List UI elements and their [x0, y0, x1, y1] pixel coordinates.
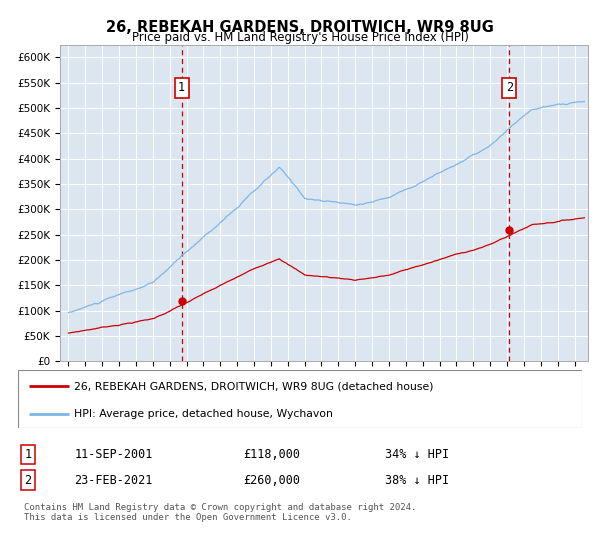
Text: 23-FEB-2021: 23-FEB-2021 — [74, 474, 153, 487]
Text: HPI: Average price, detached house, Wychavon: HPI: Average price, detached house, Wych… — [74, 409, 333, 419]
Text: 34% ↓ HPI: 34% ↓ HPI — [385, 448, 449, 461]
Text: £260,000: £260,000 — [244, 474, 301, 487]
Text: 2: 2 — [506, 81, 513, 94]
Text: £118,000: £118,000 — [244, 448, 301, 461]
Text: 1: 1 — [178, 81, 185, 94]
Text: 11-SEP-2001: 11-SEP-2001 — [74, 448, 153, 461]
Text: Contains HM Land Registry data © Crown copyright and database right 2024.
This d: Contains HM Land Registry data © Crown c… — [23, 503, 416, 522]
FancyBboxPatch shape — [18, 370, 582, 428]
Text: 1: 1 — [25, 448, 32, 461]
Text: 2: 2 — [25, 474, 32, 487]
Text: Price paid vs. HM Land Registry's House Price Index (HPI): Price paid vs. HM Land Registry's House … — [131, 31, 469, 44]
Text: 38% ↓ HPI: 38% ↓ HPI — [385, 474, 449, 487]
Text: 26, REBEKAH GARDENS, DROITWICH, WR9 8UG (detached house): 26, REBEKAH GARDENS, DROITWICH, WR9 8UG … — [74, 381, 434, 391]
Text: 26, REBEKAH GARDENS, DROITWICH, WR9 8UG: 26, REBEKAH GARDENS, DROITWICH, WR9 8UG — [106, 20, 494, 35]
